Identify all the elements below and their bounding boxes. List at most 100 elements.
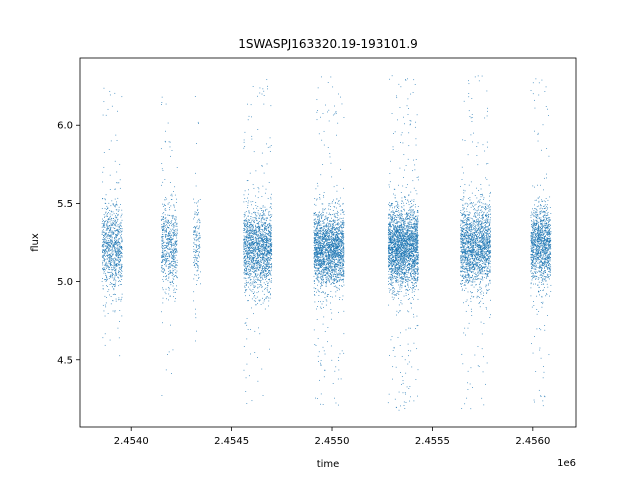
data-point bbox=[254, 264, 256, 266]
data-point bbox=[246, 231, 248, 232]
data-point bbox=[197, 265, 199, 267]
data-point bbox=[173, 283, 175, 284]
data-point bbox=[250, 228, 252, 230]
data-point bbox=[325, 256, 326, 258]
data-point bbox=[262, 258, 264, 260]
data-point bbox=[252, 253, 254, 255]
data-point bbox=[106, 263, 108, 264]
data-point bbox=[255, 225, 256, 227]
data-point bbox=[195, 317, 197, 319]
data-point bbox=[255, 236, 257, 238]
data-point bbox=[261, 256, 263, 258]
data-point bbox=[321, 213, 322, 215]
data-point bbox=[314, 255, 316, 257]
data-point bbox=[270, 239, 272, 241]
data-point bbox=[245, 322, 247, 324]
data-point bbox=[330, 276, 332, 277]
data-point bbox=[262, 216, 264, 218]
data-point bbox=[196, 263, 198, 265]
data-point bbox=[255, 244, 257, 246]
data-point bbox=[111, 237, 113, 238]
data-point bbox=[261, 237, 263, 239]
data-point bbox=[322, 404, 324, 405]
data-point bbox=[318, 219, 320, 221]
data-point bbox=[102, 255, 104, 257]
data-point bbox=[113, 273, 114, 275]
data-point bbox=[121, 246, 123, 248]
data-point bbox=[314, 294, 315, 295]
data-point bbox=[265, 270, 267, 272]
data-point bbox=[195, 229, 196, 231]
data-point bbox=[342, 247, 344, 248]
data-point bbox=[172, 225, 174, 227]
data-point bbox=[249, 249, 250, 251]
data-point bbox=[317, 185, 319, 187]
data-point bbox=[319, 250, 320, 252]
data-point bbox=[330, 227, 332, 229]
data-point bbox=[267, 257, 269, 259]
data-point bbox=[340, 240, 342, 242]
data-point bbox=[335, 246, 337, 248]
data-point bbox=[249, 246, 251, 247]
data-point bbox=[315, 264, 317, 265]
data-point bbox=[171, 257, 173, 259]
data-point bbox=[245, 201, 247, 202]
data-point bbox=[245, 220, 247, 221]
data-point bbox=[327, 246, 329, 247]
data-point bbox=[254, 212, 256, 214]
data-point bbox=[173, 247, 175, 249]
data-point bbox=[320, 228, 321, 230]
data-point bbox=[243, 241, 245, 242]
data-point bbox=[267, 88, 268, 90]
data-point bbox=[342, 202, 344, 204]
data-point bbox=[318, 133, 320, 135]
data-point bbox=[246, 272, 247, 274]
data-point bbox=[167, 249, 169, 250]
data-point bbox=[327, 255, 329, 257]
data-point bbox=[162, 297, 164, 299]
data-point bbox=[327, 260, 328, 261]
data-point bbox=[245, 290, 247, 292]
data-point bbox=[120, 255, 122, 257]
data-point bbox=[264, 237, 265, 239]
data-point bbox=[255, 233, 257, 235]
data-point bbox=[249, 230, 251, 231]
data-point bbox=[271, 243, 273, 245]
data-point bbox=[249, 252, 251, 254]
data-point bbox=[116, 248, 118, 250]
data-point bbox=[251, 263, 253, 265]
data-point bbox=[103, 238, 105, 239]
data-point bbox=[324, 244, 325, 246]
data-point bbox=[320, 236, 322, 238]
data-point bbox=[244, 245, 246, 247]
data-point bbox=[162, 268, 164, 269]
data-point bbox=[267, 234, 268, 235]
data-point bbox=[161, 224, 163, 225]
data-point bbox=[330, 296, 332, 297]
data-point bbox=[114, 240, 115, 241]
data-point bbox=[160, 219, 162, 221]
data-point bbox=[105, 249, 107, 251]
data-point bbox=[169, 230, 171, 232]
data-point bbox=[160, 220, 162, 221]
data-point bbox=[331, 241, 333, 243]
data-point bbox=[105, 279, 106, 280]
data-point bbox=[168, 242, 170, 244]
data-point bbox=[118, 238, 120, 240]
data-point bbox=[269, 230, 271, 232]
data-point bbox=[110, 253, 112, 255]
data-point bbox=[164, 247, 166, 249]
data-point bbox=[115, 258, 117, 260]
data-point bbox=[109, 210, 110, 211]
data-point bbox=[243, 141, 245, 143]
data-point bbox=[340, 274, 341, 275]
data-point bbox=[116, 243, 118, 245]
data-point bbox=[268, 253, 270, 255]
data-point bbox=[110, 276, 112, 277]
data-point bbox=[264, 273, 266, 275]
data-point bbox=[244, 239, 246, 240]
data-point bbox=[259, 284, 261, 285]
data-point bbox=[256, 264, 258, 266]
data-point bbox=[170, 324, 171, 326]
data-point bbox=[258, 269, 260, 271]
